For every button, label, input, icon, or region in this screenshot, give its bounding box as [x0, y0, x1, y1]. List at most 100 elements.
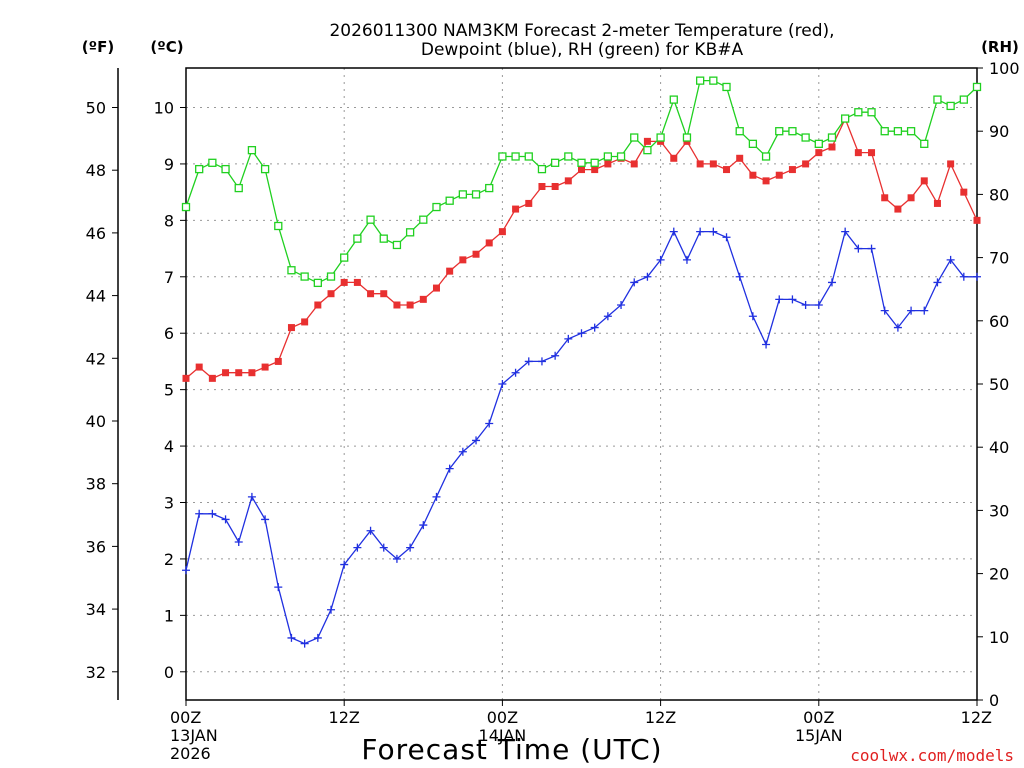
- data-point-rh: [498, 152, 507, 161]
- data-point-rh: [274, 221, 283, 231]
- time-tick-label: 00Z: [803, 708, 834, 727]
- data-point-2-meter-temperature: [973, 216, 981, 224]
- data-point-2-meter-temperature: [301, 318, 309, 326]
- data-point-rh: [959, 95, 968, 104]
- data-point-2-meter-temperature: [736, 154, 744, 162]
- data-point-dewpoint: [801, 301, 810, 309]
- data-point-rh: [801, 133, 810, 142]
- data-point-2-meter-temperature: [868, 149, 876, 157]
- celsius-unit-label: (ºC): [150, 38, 183, 56]
- data-point-rh: [405, 228, 415, 237]
- time-tick-label: 12Z: [961, 708, 992, 727]
- data-point-2-meter-temperature: [419, 295, 427, 303]
- data-point-dewpoint: [247, 492, 256, 501]
- data-point-dewpoint: [353, 543, 362, 552]
- fahrenheit-tick-label: 46: [86, 224, 106, 243]
- fahrenheit-tick-label: 44: [86, 287, 106, 306]
- fahrenheit-axis: 32 34 36 38 40 42 44 46 48 50: [86, 99, 118, 682]
- data-point-dewpoint: [458, 447, 467, 456]
- data-point-2-meter-temperature: [907, 194, 915, 202]
- data-point-dewpoint: [696, 227, 705, 236]
- time-tick-label: 13JAN: [170, 726, 218, 745]
- data-point-rh: [827, 133, 837, 142]
- x-axis-title: Forecast Time (UTC): [361, 733, 662, 766]
- celsius-tick-label: 7: [164, 268, 174, 287]
- data-point-rh: [775, 127, 784, 136]
- data-point-rh: [537, 164, 547, 174]
- data-point-2-meter-temperature: [340, 278, 348, 286]
- data-point-dewpoint: [841, 227, 850, 236]
- data-point-rh: [735, 127, 744, 136]
- data-point-dewpoint: [274, 583, 283, 592]
- time-tick-label: 2026: [170, 744, 211, 763]
- rh-tick-label: 90: [989, 122, 1009, 141]
- time-tick-label: 12Z: [329, 708, 360, 727]
- celsius-tick-label: 0: [164, 663, 174, 682]
- data-point-rh: [392, 240, 402, 250]
- data-point-rh: [761, 152, 771, 161]
- celsius-tick-label: 10: [154, 99, 174, 118]
- fahrenheit-unit-label: (ºF): [82, 38, 114, 56]
- data-point-2-meter-temperature: [604, 160, 612, 168]
- data-point-2-meter-temperature: [353, 278, 361, 286]
- series-rh: [181, 76, 982, 288]
- data-point-rh: [946, 101, 955, 111]
- data-point-dewpoint: [406, 543, 415, 552]
- rh-tick-label: 50: [989, 375, 1009, 394]
- data-point-rh: [353, 234, 362, 243]
- data-point-2-meter-temperature: [643, 137, 651, 145]
- time-tick-label: 00Z: [170, 708, 201, 727]
- data-point-2-meter-temperature: [762, 177, 770, 185]
- data-point-2-meter-temperature: [446, 267, 454, 275]
- data-point-dewpoint: [933, 278, 942, 287]
- data-point-rh: [208, 158, 217, 167]
- data-point-dewpoint: [590, 323, 599, 332]
- data-point-dewpoint: [867, 244, 876, 253]
- data-point-rh: [788, 127, 797, 136]
- data-point-2-meter-temperature: [367, 290, 375, 298]
- data-point-2-meter-temperature: [182, 374, 190, 382]
- rh-tick-label: 10: [989, 628, 1009, 647]
- data-point-2-meter-temperature: [723, 166, 731, 174]
- rh-tick-label: 0: [989, 691, 999, 710]
- data-point-rh: [432, 202, 441, 212]
- data-point-rh: [682, 133, 692, 142]
- data-point-2-meter-temperature: [802, 160, 810, 168]
- data-point-rh: [920, 139, 929, 148]
- data-point-rh: [181, 202, 191, 212]
- data-point-dewpoint: [195, 509, 204, 518]
- fahrenheit-tick-label: 32: [86, 663, 106, 682]
- rh-tick-label: 80: [989, 185, 1009, 204]
- data-point-2-meter-temperature: [248, 369, 256, 377]
- data-point-rh: [247, 146, 257, 155]
- data-point-dewpoint: [907, 306, 916, 315]
- data-point-2-meter-temperature: [314, 301, 322, 309]
- data-point-dewpoint: [603, 312, 612, 321]
- data-point-rh: [313, 278, 322, 288]
- data-point-2-meter-temperature: [578, 166, 585, 174]
- data-point-2-meter-temperature: [854, 149, 862, 157]
- data-point-2-meter-temperature: [591, 166, 599, 174]
- data-point-dewpoint: [419, 521, 428, 530]
- data-point-dewpoint: [893, 323, 902, 332]
- data-point-2-meter-temperature: [696, 160, 704, 168]
- data-point-dewpoint: [577, 329, 586, 338]
- fahrenheit-tick-label: 48: [86, 161, 106, 180]
- data-point-rh: [471, 190, 481, 199]
- data-point-dewpoint: [920, 306, 929, 315]
- data-point-rh: [630, 133, 639, 142]
- data-point-rh: [748, 139, 758, 148]
- data-point-rh: [445, 196, 454, 205]
- data-point-rh: [656, 133, 665, 142]
- data-point-dewpoint: [392, 554, 401, 563]
- data-point-dewpoint: [748, 312, 757, 321]
- data-point-rh: [669, 95, 678, 104]
- data-point-rh: [300, 272, 309, 281]
- data-point-rh: [379, 234, 388, 243]
- data-point-2-meter-temperature: [815, 149, 823, 157]
- data-point-dewpoint: [617, 301, 626, 309]
- data-point-dewpoint: [261, 515, 270, 524]
- data-point-rh: [603, 152, 613, 161]
- rh-tick-label: 60: [989, 312, 1009, 331]
